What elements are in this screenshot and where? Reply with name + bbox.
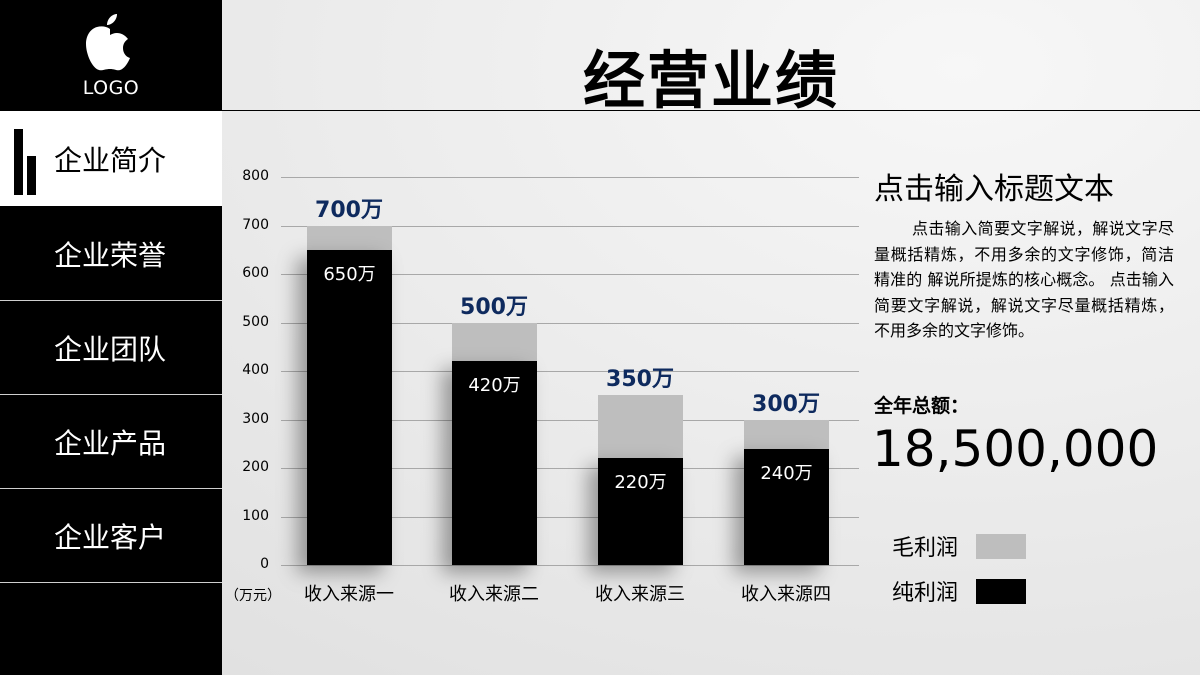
gridline xyxy=(281,516,859,518)
sidebar-item-label: 企业简介 xyxy=(54,143,167,177)
x-axis-label: 收入来源一 xyxy=(304,584,394,605)
y-tick-label: 200 xyxy=(242,459,269,475)
x-axis-label: 收入来源三 xyxy=(595,584,685,605)
gridline xyxy=(281,177,859,178)
x-axis-label: 收入来源二 xyxy=(449,584,539,605)
gross-value-label: 350万 xyxy=(606,367,674,393)
total-value: 18,500,000 xyxy=(872,420,1159,478)
y-tick-label: 500 xyxy=(242,313,269,330)
y-tick-label: 700 xyxy=(242,216,269,233)
sidebar-item-label: 企业荣誉 xyxy=(54,238,167,272)
gridline xyxy=(281,225,859,227)
gross-value-label: 700万 xyxy=(315,197,383,223)
y-tick-label: 600 xyxy=(242,265,269,281)
unit-label: （万元） xyxy=(225,588,281,604)
sidebar-item-label: 企业团队 xyxy=(54,332,167,366)
panel-title[interactable]: 点击输入标题文本 xyxy=(874,172,1114,207)
sidebar-item-company-intro[interactable]: 企业简介 xyxy=(0,111,222,207)
sidebar-item-company-products[interactable]: 企业产品 xyxy=(0,395,222,489)
page-title: 经营业绩 xyxy=(582,44,839,117)
sidebar: LOGO 企业简介 企业荣誉 企业团队 企业产品 企业客户 xyxy=(0,0,222,675)
gridline xyxy=(281,565,859,566)
y-tick-label: 300 xyxy=(242,410,269,427)
y-tick-label: 800 xyxy=(242,168,269,184)
active-indicator-icon xyxy=(14,129,38,195)
y-tick-label: 400 xyxy=(242,362,269,378)
y-tick-label: 100 xyxy=(242,507,269,524)
gross-value-label: 500万 xyxy=(460,294,528,320)
x-axis-label: 收入来源四 xyxy=(741,584,831,605)
gridline xyxy=(281,468,859,469)
bar-net-profit[interactable] xyxy=(598,458,683,565)
sidebar-item-company-clients[interactable]: 企业客户 xyxy=(0,489,222,583)
apple-logo-icon xyxy=(86,14,136,71)
bar-net-profit[interactable] xyxy=(307,249,392,565)
gridline xyxy=(281,419,859,421)
gross-value-label: 300万 xyxy=(752,391,820,417)
sidebar-item-label: 企业客户 xyxy=(54,520,167,554)
logo-text: LOGO xyxy=(82,77,140,99)
bar-chart: 0 100 200 300 400 500 600 700 800 700万 650万收入来源一 50… xyxy=(225,160,865,620)
y-tick-label: 0 xyxy=(260,556,269,572)
net-value-label: 220万 xyxy=(614,472,667,494)
bar-net-profit[interactable] xyxy=(744,448,829,565)
legend-item-net-profit: 纯利润 xyxy=(892,575,1026,607)
panel-description[interactable]: 点击输入简要文字解说，解说文字尽量概括精炼，不用多余的文字修饰，简洁精准的 解说… xyxy=(874,219,1174,340)
total-label: 全年总额： xyxy=(874,395,970,417)
logo: LOGO xyxy=(0,0,222,111)
legend-label: 纯利润 xyxy=(892,581,959,606)
gridline xyxy=(281,371,859,372)
header-divider xyxy=(222,110,1200,111)
net-value-label: 650万 xyxy=(323,263,376,285)
net-value-label: 240万 xyxy=(760,462,813,484)
legend-item-gross-profit: 毛利润 xyxy=(892,530,1026,562)
sidebar-item-label: 企业产品 xyxy=(54,426,167,460)
net-value-label: 420万 xyxy=(468,375,521,397)
legend-swatch-gross xyxy=(976,533,1026,559)
gridline xyxy=(281,274,859,275)
legend-swatch-net xyxy=(976,578,1026,604)
gridline xyxy=(281,322,859,324)
legend-label: 毛利润 xyxy=(892,536,959,561)
sidebar-item-company-honors[interactable]: 企业荣誉 xyxy=(0,207,222,301)
sidebar-item-company-team[interactable]: 企业团队 xyxy=(0,301,222,395)
bar-net-profit[interactable] xyxy=(452,361,537,565)
